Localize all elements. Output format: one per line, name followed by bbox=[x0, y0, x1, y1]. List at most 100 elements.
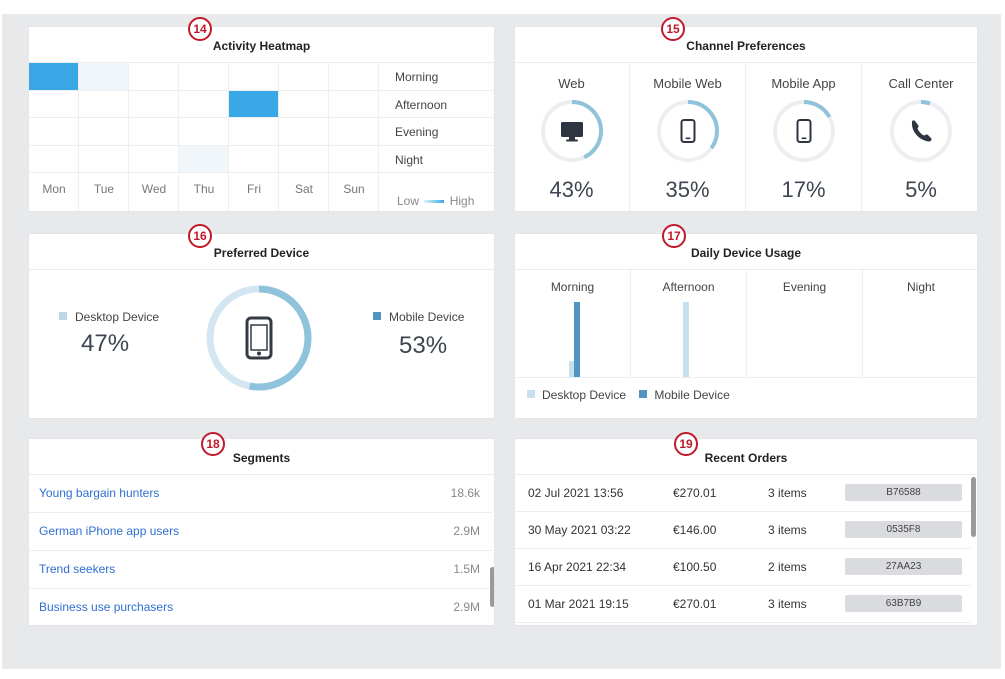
order-id-badge[interactable]: B76588 bbox=[845, 484, 962, 501]
heatmap-day-label: Wed bbox=[141, 182, 167, 196]
daily-usage-column: Evening bbox=[747, 270, 863, 378]
heatmap-cell[interactable] bbox=[279, 63, 329, 91]
segment-count: 18.6k bbox=[450, 486, 480, 500]
preferred-device-donut bbox=[206, 285, 312, 391]
segment-row[interactable]: Young bargain hunters 18.6k bbox=[29, 475, 492, 513]
channel-column: Mobile App 17% bbox=[746, 63, 862, 211]
mobile-icon bbox=[796, 119, 811, 143]
heatmap-cell[interactable] bbox=[179, 63, 229, 91]
heatmap-cell[interactable] bbox=[129, 145, 179, 173]
mobile-device-legend: Mobile Device bbox=[373, 310, 464, 324]
heatmap-cell[interactable] bbox=[179, 145, 229, 173]
heatmap-cell[interactable] bbox=[329, 63, 379, 91]
order-row[interactable]: 16 Apr 2021 22:34 €100.50 2 items 27AA23 bbox=[515, 549, 971, 586]
segment-count: 2.9M bbox=[453, 524, 480, 538]
segment-row[interactable]: Trend seekers 1.5M bbox=[29, 551, 492, 589]
heatmap-cell[interactable] bbox=[229, 63, 279, 91]
heatmap-cell[interactable] bbox=[29, 145, 79, 173]
phone-icon bbox=[911, 120, 932, 142]
segment-link[interactable]: German iPhone app users bbox=[39, 524, 180, 538]
heatmap-cell[interactable] bbox=[329, 145, 379, 173]
heatmap-row-label: Night bbox=[395, 152, 424, 167]
donut-mobile-segment bbox=[206, 285, 312, 391]
legend-high-label: High bbox=[449, 194, 475, 208]
order-amount: €100.50 bbox=[673, 560, 717, 574]
heatmap-cell[interactable] bbox=[29, 118, 79, 146]
order-row[interactable]: 02 Jul 2021 13:56 €270.01 3 items B76588 bbox=[515, 475, 971, 512]
order-id-badge[interactable]: 63B7B9 bbox=[845, 595, 962, 612]
segment-link[interactable]: Trend seekers bbox=[39, 562, 116, 576]
heatmap-day-label: Mon bbox=[42, 182, 66, 196]
channel-ring-value bbox=[772, 100, 835, 162]
heatmap-cell[interactable] bbox=[329, 90, 379, 118]
channel-percent: 5% bbox=[905, 177, 937, 202]
heatmap-row-divider bbox=[379, 172, 494, 173]
channel-ring bbox=[890, 100, 952, 162]
mobile-bar[interactable] bbox=[574, 302, 580, 378]
heatmap-cell[interactable] bbox=[79, 118, 129, 146]
badge-15: 15 bbox=[661, 17, 685, 41]
segment-row[interactable]: German iPhone app users 2.9M bbox=[29, 513, 492, 551]
heatmap-cell[interactable] bbox=[279, 90, 329, 118]
segments-scrollbar[interactable] bbox=[490, 567, 494, 607]
heatmap-cell[interactable] bbox=[79, 145, 129, 173]
daily-usage-baseline bbox=[515, 377, 977, 378]
legend-gradient bbox=[424, 200, 445, 204]
heatmap-cell[interactable] bbox=[229, 90, 279, 118]
channel-preferences-title: Channel Preferences bbox=[515, 27, 977, 63]
heatmap-cell[interactable] bbox=[29, 90, 79, 118]
order-amount: €270.01 bbox=[673, 597, 717, 611]
heatmap-cell[interactable] bbox=[129, 118, 179, 146]
daily-period-label: Night bbox=[906, 280, 935, 294]
order-row[interactable]: 30 May 2021 03:22 €146.00 3 items 0535F8 bbox=[515, 512, 971, 549]
heatmap-cell[interactable] bbox=[179, 90, 229, 118]
channel-column: Mobile Web 35% bbox=[630, 63, 746, 211]
channel-ring bbox=[772, 100, 835, 162]
channel-name: Web bbox=[558, 76, 585, 91]
heatmap-col-divider bbox=[178, 173, 179, 211]
desktop-legend-label: Desktop Device bbox=[75, 310, 160, 324]
heatmap-cell[interactable] bbox=[129, 63, 179, 91]
heatmap-cell[interactable] bbox=[129, 90, 179, 118]
heatmap-cell[interactable] bbox=[29, 63, 79, 91]
channel-name: Mobile App bbox=[771, 76, 836, 91]
order-id-badge[interactable]: 0535F8 bbox=[845, 521, 962, 538]
order-id-badge[interactable]: 27AA23 bbox=[845, 558, 962, 575]
order-item-count: 2 items bbox=[768, 560, 807, 574]
heatmap-cell[interactable] bbox=[329, 118, 379, 146]
heatmap-col-divider bbox=[78, 173, 79, 211]
orders-scrollbar[interactable] bbox=[971, 477, 976, 537]
segment-link[interactable]: Business use purchasers bbox=[39, 600, 174, 614]
heatmap-legend: Low High bbox=[397, 194, 474, 208]
dashboard-canvas: Activity Heatmap Morning Afternoon Evening… bbox=[2, 14, 1001, 669]
segment-row[interactable]: Business use purchasers 2.9M bbox=[29, 589, 492, 625]
badge-19: 19 bbox=[674, 432, 698, 456]
desktop-icon bbox=[560, 122, 583, 142]
order-date: 30 May 2021 03:22 bbox=[528, 523, 631, 537]
daily-usage-column: Afternoon bbox=[631, 270, 747, 378]
heatmap-cell[interactable] bbox=[79, 90, 129, 118]
heatmap-cell[interactable] bbox=[79, 63, 129, 91]
heatmap-cell[interactable] bbox=[229, 145, 279, 173]
heatmap-cell[interactable] bbox=[179, 118, 229, 146]
heatmap-cell[interactable] bbox=[279, 118, 329, 146]
segments-title: Segments bbox=[29, 439, 494, 475]
channel-percent: 35% bbox=[665, 177, 710, 202]
preferred-device-title: Preferred Device bbox=[29, 234, 494, 270]
legend-low-label: Low bbox=[397, 194, 420, 208]
daily-usage-legend: Desktop Device Mobile Device bbox=[527, 388, 730, 402]
daily-mobile-swatch bbox=[639, 390, 648, 398]
daily-usage-column: Night bbox=[863, 270, 977, 378]
daily-period-label: Afternoon bbox=[662, 280, 715, 294]
heatmap-cell[interactable] bbox=[279, 145, 329, 173]
channel-ring-value bbox=[890, 100, 952, 162]
segment-link[interactable]: Young bargain hunters bbox=[39, 486, 160, 500]
heatmap-cell[interactable] bbox=[229, 118, 279, 146]
segment-count: 1.5M bbox=[453, 562, 480, 576]
desktop-bar[interactable] bbox=[683, 302, 689, 378]
channel-ring bbox=[540, 100, 603, 162]
channel-ring-value bbox=[656, 100, 719, 162]
order-row[interactable]: 01 Mar 2021 19:15 €270.01 3 items 63B7B9 bbox=[515, 586, 971, 623]
desktop-bar[interactable] bbox=[569, 361, 575, 378]
badge-17: 17 bbox=[662, 224, 686, 248]
